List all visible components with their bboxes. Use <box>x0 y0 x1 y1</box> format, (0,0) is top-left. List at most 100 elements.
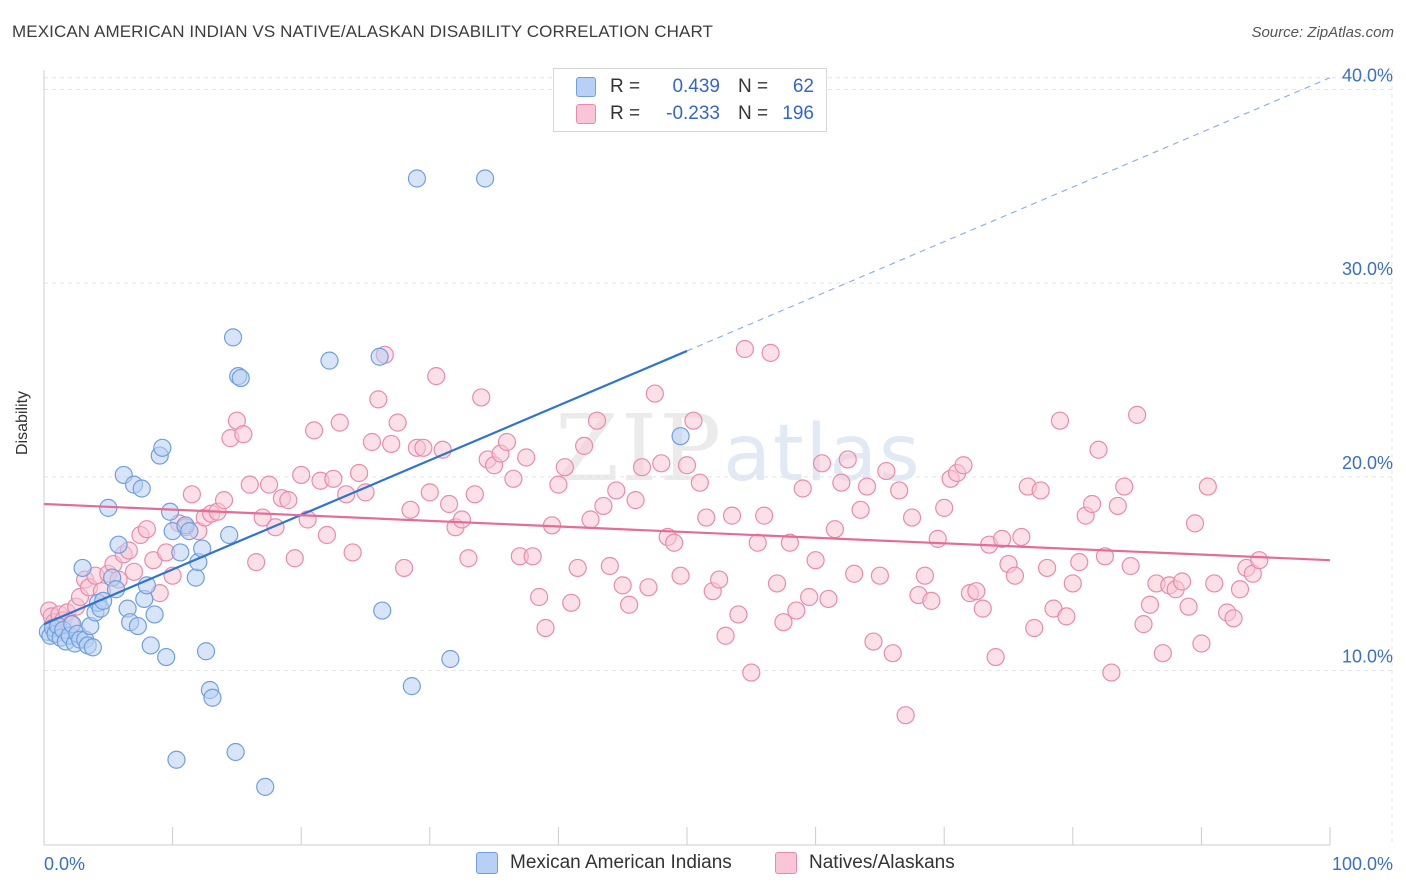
data-point-natives-alaskans <box>1205 574 1224 593</box>
n-label: N = <box>738 76 769 97</box>
data-point-natives-alaskans <box>883 644 902 663</box>
data-point-natives-alaskans <box>1108 496 1127 516</box>
data-point-natives-alaskans <box>922 591 941 610</box>
data-point-mexican-american-indians <box>231 368 250 388</box>
data-point-natives-alaskans <box>652 454 671 473</box>
data-point-natives-alaskans <box>832 473 851 492</box>
data-point-natives-alaskans <box>665 533 684 552</box>
stats-row-pink: R = -0.233 N = 196 <box>576 102 814 126</box>
data-point-natives-alaskans <box>684 411 703 430</box>
data-point-natives-alaskans <box>697 508 716 527</box>
data-point-natives-alaskans <box>427 367 446 386</box>
data-point-mexican-american-indians <box>160 502 180 521</box>
data-point-mexican-american-indians <box>196 642 216 661</box>
data-point-mexican-american-indians <box>320 351 339 370</box>
n-label: N = <box>738 103 769 124</box>
data-point-natives-alaskans <box>504 469 523 488</box>
data-point-natives-alaskans <box>1230 580 1250 599</box>
data-point-natives-alaskans <box>1224 609 1243 628</box>
data-point-natives-alaskans <box>767 574 787 593</box>
data-point-natives-alaskans <box>1192 634 1211 653</box>
legend-item-mexican-american-indians[interactable]: Mexican American Indians <box>476 852 732 874</box>
data-point-natives-alaskans <box>382 434 401 454</box>
data-point-natives-alaskans <box>1102 663 1121 682</box>
gridlines <box>44 70 1393 845</box>
data-point-natives-alaskans <box>581 510 600 529</box>
legend-swatch-pink <box>775 852 797 874</box>
data-point-natives-alaskans <box>555 458 574 477</box>
data-point-natives-alaskans <box>986 647 1005 667</box>
data-point-natives-alaskans <box>356 483 375 502</box>
data-point-natives-alaskans <box>536 618 555 638</box>
y-tick-label: 30.0% <box>1342 259 1393 279</box>
data-point-natives-alaskans <box>742 663 761 682</box>
data-point-natives-alaskans <box>870 566 890 585</box>
data-point-natives-alaskans <box>992 529 1012 548</box>
data-point-mexican-american-indians <box>203 688 222 707</box>
data-point-natives-alaskans <box>234 425 253 444</box>
data-point-natives-alaskans <box>285 549 304 568</box>
data-point-natives-alaskans <box>845 564 864 583</box>
data-point-natives-alaskans <box>530 587 549 607</box>
series-legend: Mexican American Indians Natives/Alaskan… <box>0 852 1406 878</box>
data-point-natives-alaskans <box>838 450 857 469</box>
data-point-mexican-american-indians <box>373 601 392 620</box>
data-point-natives-alaskans <box>639 578 658 597</box>
data-point-natives-alaskans <box>124 562 144 581</box>
trend-line-natives-alaskans <box>43 502 1331 562</box>
pink-swatch <box>576 104 596 124</box>
data-point-natives-alaskans <box>613 576 632 595</box>
data-point-natives-alaskans <box>1198 477 1217 496</box>
data-point-natives-alaskans <box>825 520 844 539</box>
data-point-natives-alaskans <box>452 510 472 529</box>
data-point-natives-alaskans <box>851 500 870 519</box>
data-point-natives-alaskans <box>317 525 337 545</box>
data-point-natives-alaskans <box>755 506 774 525</box>
r-label: R = <box>610 103 641 124</box>
data-point-natives-alaskans <box>137 520 156 539</box>
data-point-mexican-american-indians <box>145 605 164 624</box>
data-point-mexican-american-indians <box>671 427 690 446</box>
data-point-natives-alaskans <box>369 390 388 409</box>
data-point-natives-alaskans <box>401 500 420 519</box>
legend-item-natives-alaskans[interactable]: Natives/Alaskans <box>775 852 955 874</box>
data-point-natives-alaskans <box>1095 547 1115 566</box>
watermark-atlas: atlas <box>723 409 922 499</box>
data-point-natives-alaskans <box>1025 618 1044 638</box>
data-point-mexican-american-indians <box>132 479 151 498</box>
data-point-natives-alaskans <box>459 549 478 568</box>
data-point-natives-alaskans <box>877 461 896 481</box>
data-point-natives-alaskans <box>1121 556 1140 576</box>
data-point-mexican-american-indians <box>109 535 128 554</box>
data-point-natives-alaskans <box>787 601 806 620</box>
legend-label: Mexican American Indians <box>510 852 732 873</box>
data-point-mexican-american-indians <box>180 522 199 541</box>
data-point-mexican-american-indians <box>83 638 102 657</box>
chart-title: MEXICAN AMERICAN INDIAN VS NATIVE/ALASKA… <box>12 22 714 41</box>
y-tick-label: 10.0% <box>1342 647 1393 667</box>
x-tick-label: 100.0% <box>1332 854 1393 874</box>
data-point-natives-alaskans <box>388 413 407 432</box>
data-point-natives-alaskans <box>935 498 954 517</box>
y-tick-label: 40.0% <box>1342 65 1393 85</box>
data-point-natives-alaskans <box>472 388 491 407</box>
data-point-mexican-american-indians <box>167 750 186 769</box>
data-point-natives-alaskans <box>1127 405 1147 424</box>
data-point-natives-alaskans <box>414 438 433 457</box>
data-point-natives-alaskans <box>420 483 439 502</box>
data-point-mexican-american-indians <box>153 438 172 457</box>
data-point-natives-alaskans <box>748 533 767 552</box>
data-point-mexican-american-indians <box>256 777 275 796</box>
data-point-natives-alaskans <box>1134 615 1153 634</box>
data-point-natives-alaskans <box>716 626 735 645</box>
data-point-natives-alaskans <box>1031 481 1050 500</box>
data-point-natives-alaskans <box>439 494 459 514</box>
data-point-natives-alaskans <box>973 599 992 618</box>
r-value-pink: -0.233 <box>666 103 720 124</box>
data-point-natives-alaskans <box>259 475 279 494</box>
blue-swatch <box>576 77 596 97</box>
data-point-natives-alaskans <box>562 593 581 612</box>
data-point-mexican-american-indians <box>157 647 176 667</box>
data-point-natives-alaskans <box>465 485 484 504</box>
y-tick-label: 20.0% <box>1342 453 1393 473</box>
